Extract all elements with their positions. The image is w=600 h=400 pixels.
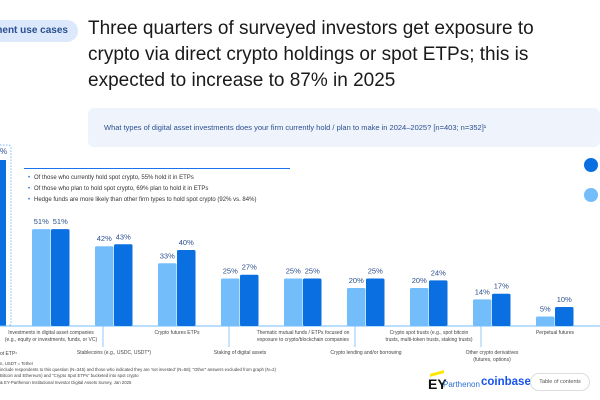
bar xyxy=(32,229,51,326)
data-label: 25% xyxy=(368,267,383,276)
footnote: Bitcoin and Ethereum) and "Crypto Spot E… xyxy=(0,373,139,379)
bar xyxy=(303,278,322,326)
bar xyxy=(347,288,366,326)
legend-marker-plan xyxy=(584,158,598,172)
category-label: Investments in digital asset companies xyxy=(8,330,94,336)
category-label: Stablecoins (e.g., USDC, USDT*) xyxy=(77,350,152,356)
bar xyxy=(158,263,177,326)
title-line: crypto via direct crypto holdings or spo… xyxy=(88,44,529,65)
partial-category-label: ot ETP¹ xyxy=(0,351,17,357)
data-label: 24% xyxy=(431,268,446,277)
bar xyxy=(51,229,70,326)
bar xyxy=(555,307,574,326)
legend-marker-current xyxy=(584,188,598,202)
data-label: 25% xyxy=(286,267,301,276)
data-label: 25% xyxy=(305,267,320,276)
ey-logo: EY xyxy=(428,370,447,392)
bar xyxy=(240,274,259,326)
data-label: 20% xyxy=(412,276,427,285)
coinbase-logo: coinbase xyxy=(481,376,531,388)
title-line: expected to increase to 87% in 2025 xyxy=(88,70,396,91)
partial-bar-label: % xyxy=(0,147,7,156)
footnote: & EY-Parthenon Institutional Investor Di… xyxy=(0,379,132,385)
category-label: Crypto spot trusts (e.g., spot bitcoin xyxy=(390,330,469,336)
data-label: 33% xyxy=(160,251,175,260)
note-item: Of those who currently hold spot crypto,… xyxy=(24,173,290,184)
bar xyxy=(410,288,429,326)
partial-bar-outline xyxy=(0,144,12,327)
category-label: Crypto futures ETPs xyxy=(154,330,200,336)
page-title: Three quarters of surveyed investors get… xyxy=(88,16,598,94)
data-label: 14% xyxy=(475,287,490,296)
bar xyxy=(492,293,511,326)
key-notes: Of those who currently hold spot crypto,… xyxy=(24,168,290,206)
bar xyxy=(95,246,114,326)
category-label: Perpetual futures xyxy=(536,330,575,336)
data-label: 43% xyxy=(116,232,131,241)
data-label: 42% xyxy=(97,234,112,243)
footnote: n, USDT = Tether xyxy=(0,361,34,366)
category-label: Other crypto derivatives xyxy=(466,350,519,356)
title-line: Three quarters of surveyed investors get… xyxy=(88,18,534,39)
footnote: include respondents to this question (N=… xyxy=(0,367,276,373)
category-label: Staking of digital assets xyxy=(214,350,267,356)
data-label: 17% xyxy=(494,282,509,291)
note-item: Of those who plan to hold spot crypto, 6… xyxy=(24,184,290,195)
data-label: 51% xyxy=(34,217,49,226)
bar xyxy=(366,278,385,326)
data-label: 51% xyxy=(53,217,68,226)
category-label: (e.g., equity or investments, funds, or … xyxy=(5,337,98,343)
note-item: Hedge funds are more likely than other f… xyxy=(24,195,290,206)
data-label: 40% xyxy=(179,238,194,247)
data-label: 5% xyxy=(540,305,551,314)
footnotes: n, USDT = Tether include respondents to … xyxy=(0,361,276,386)
partial-bar xyxy=(0,160,6,326)
category-label: Thematic mutual funds / ETPs focused on xyxy=(257,330,350,336)
data-label: 25% xyxy=(223,267,238,276)
bar xyxy=(177,250,196,326)
category-label: Crypto lending and/or borrowing xyxy=(330,350,401,356)
table-of-contents-button[interactable]: Table of contents xyxy=(530,373,590,391)
parthenon-logo: Parthenon xyxy=(443,380,480,389)
question-box: What types of digital asset investments … xyxy=(88,108,600,147)
data-label: 20% xyxy=(349,276,364,285)
bar xyxy=(536,316,555,326)
data-label: 10% xyxy=(557,295,572,304)
data-label: 27% xyxy=(242,263,257,272)
section-pill[interactable]: ment use cases xyxy=(0,20,78,42)
category-label: trusts, multi-token trusts, staking trus… xyxy=(386,337,473,343)
bar xyxy=(429,280,448,326)
bar xyxy=(284,278,303,326)
bar xyxy=(473,299,492,326)
bar xyxy=(114,244,133,326)
question-text: What types of digital asset investments … xyxy=(104,122,487,132)
category-label: exposure to crypto/blockchain companies xyxy=(257,337,349,343)
category-label: (futures, options) xyxy=(473,357,511,363)
bar xyxy=(221,278,240,326)
